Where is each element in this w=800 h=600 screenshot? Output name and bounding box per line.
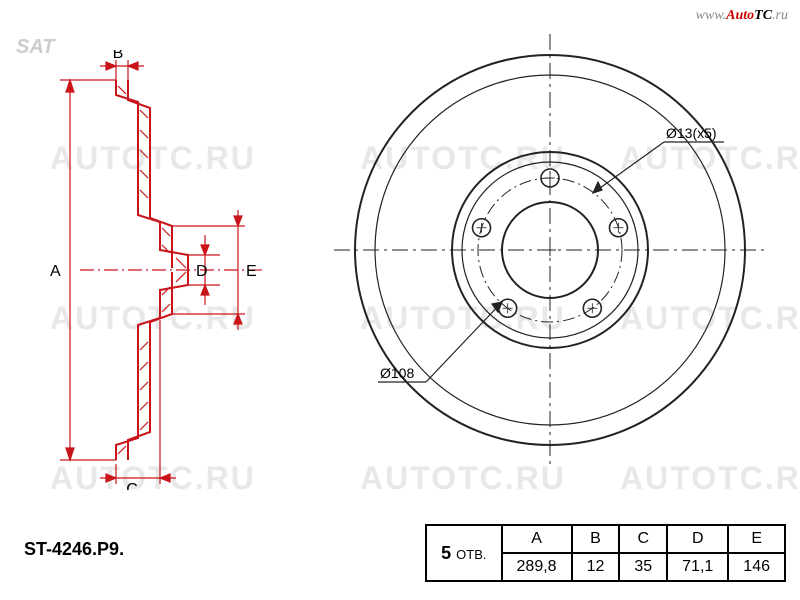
part-number: ST-4246.P9. <box>24 539 124 560</box>
col-d: D <box>667 525 728 553</box>
col-e: E <box>728 525 785 553</box>
url-www: www. <box>696 8 726 23</box>
col-a: A <box>502 525 572 553</box>
url-auto: Auto <box>726 8 754 23</box>
hole-label: ОТВ. <box>456 547 486 562</box>
table-row: 5 ОТВ. A B C D E <box>426 525 785 553</box>
dim-label-a: A <box>50 263 61 280</box>
val-e: 146 <box>728 553 785 581</box>
url-ru: .ru <box>772 8 788 23</box>
callout-bolt: Ø13(x5) <box>666 125 717 141</box>
dim-label-b: B <box>113 50 124 62</box>
val-c: 35 <box>619 553 667 581</box>
dim-label-d: D <box>196 263 208 280</box>
dimension-table: 5 ОТВ. A B C D E 289,8 12 35 71,1 146 <box>425 524 786 582</box>
dim-label-e: E <box>246 263 257 280</box>
col-b: B <box>572 525 620 553</box>
val-b: 12 <box>572 553 620 581</box>
dim-label-c: C <box>126 481 138 490</box>
col-c: C <box>619 525 667 553</box>
val-d: 71,1 <box>667 553 728 581</box>
hole-count-cell: 5 ОТВ. <box>426 525 501 581</box>
callout-pcd: Ø108 <box>380 365 414 381</box>
side-cross-section: A B C D E <box>20 50 280 490</box>
source-url: www.AutoTC.ru <box>696 8 788 24</box>
hole-count: 5 <box>441 543 451 563</box>
url-tc: TC <box>754 8 772 23</box>
val-a: 289,8 <box>502 553 572 581</box>
front-face-view: Ø108 Ø13(x5) <box>330 30 770 470</box>
